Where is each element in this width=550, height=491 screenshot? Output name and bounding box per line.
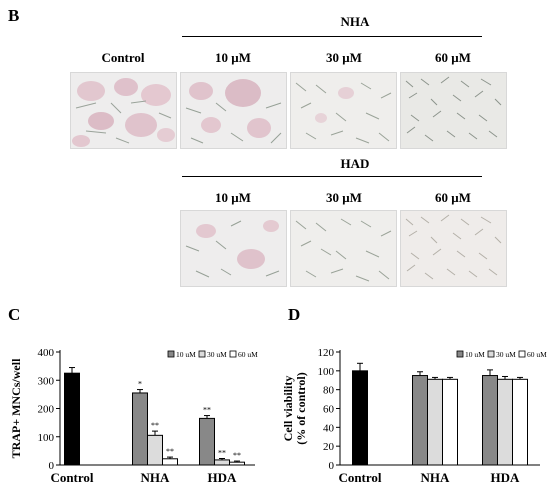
micrograph-had-30-image [291, 211, 396, 286]
micrograph-nha-30 [290, 72, 397, 149]
chart-d-ylabel-line-0: Cell viability [281, 376, 295, 442]
chart-d-legend-label-1: 30 uM [496, 350, 516, 359]
chart-d-category-label-control: Control [338, 470, 381, 485]
chart-c-legend-label-2: 60 uM [238, 350, 258, 359]
micrograph-control [70, 72, 177, 149]
chart-c-bar-nha-1 [147, 434, 163, 466]
chart-c-ytick-label-300: 300 [38, 375, 55, 387]
group-rule-nha [182, 36, 482, 37]
panel-letter-c: C [8, 305, 21, 324]
chart-d-legend-label-2: 60 uM [527, 350, 547, 359]
micrograph-had-10-image [181, 211, 286, 286]
micrograph-had-30 [290, 210, 397, 287]
chart-d-bar-hda-1 [497, 378, 513, 466]
chart-d-bar-control [352, 370, 368, 466]
condition-nha-10: 10 μM [215, 50, 251, 65]
chart-c-ytick-label-200: 200 [38, 404, 55, 416]
chart-d-ytick-label-60: 60 [323, 404, 335, 416]
chart-c-category-label-hda: HDA [208, 470, 238, 485]
control-label: Control [101, 50, 145, 65]
chart-c-bar-nha-0 [132, 392, 148, 466]
condition-had-10: 10 μM [215, 190, 251, 205]
chart-c-category-label-control: Control [50, 470, 93, 485]
micrograph-control-image [71, 73, 176, 148]
condition-nha-60: 60 μM [435, 50, 471, 65]
chart-c-legend-swatch-2 [229, 350, 237, 358]
chart-c-legend-swatch-0 [167, 350, 175, 358]
chart-c-legend-swatch-1 [198, 350, 206, 358]
chart-c-bar-hda-0 [199, 417, 215, 466]
micrograph-had-60 [400, 210, 507, 287]
chart-c-bar-nha-0-significance: * [138, 380, 142, 389]
chart-d-category-label-nha: NHA [421, 470, 451, 485]
micrograph-nha-10 [180, 72, 287, 149]
chart-d-bar-nha-2 [442, 378, 458, 466]
chart-d-ytick-label-100: 100 [318, 366, 335, 378]
micrograph-nha-60-image [401, 73, 506, 148]
chart-d-legend-swatch-1 [487, 350, 495, 358]
chart-c-category-label-nha: NHA [141, 470, 171, 485]
panel-letter-d: D [288, 305, 301, 324]
chart-d-ytick-label-0: 0 [329, 460, 335, 472]
condition-had-30: 30 μM [326, 190, 362, 205]
micrograph-nha-10-image [181, 73, 286, 148]
micrograph-had-10 [180, 210, 287, 287]
chart-d-bar-hda-0 [482, 375, 498, 466]
chart-c-ylabel-line-0: TRAP+ MNCs/well [9, 358, 23, 458]
chart-d-ytick-label-120: 120 [318, 347, 335, 359]
chart-d-ytick-label-80: 80 [323, 385, 335, 397]
chart-c-bar-nha-2-significance: ** [166, 447, 174, 456]
chart-d-legend-swatch-2 [518, 350, 526, 358]
chart-d-ytick-label-20: 20 [323, 441, 335, 453]
chart-c-bar-hda-0-significance: ** [203, 406, 211, 415]
chart-d-category-label-hda: HDA [491, 470, 521, 485]
chart-cell-viability: Cell viability (% of control) 0 20 40 60 80 100… [281, 347, 547, 485]
chart-c-bar-hda-1-significance: ** [218, 449, 226, 458]
micrograph-nha-30-image [291, 73, 396, 148]
chart-c-legend-label-0: 10 uM [176, 350, 196, 359]
chart-c-ytick-label-0: 0 [49, 460, 55, 472]
chart-c-bar-nha-1-significance: ** [151, 421, 159, 430]
chart-d-legend-label-0: 10 uM [465, 350, 485, 359]
group-rule-had [182, 176, 482, 177]
chart-c-legend-label-1: 30 uM [207, 350, 227, 359]
condition-had-60: 60 μM [435, 190, 471, 205]
chart-d-bar-nha-1 [427, 378, 443, 466]
group-title-had: HAD [340, 156, 370, 171]
chart-d-legend-swatch-0 [456, 350, 464, 358]
chart-d-ylabel-line-1: (% of control) [294, 372, 308, 444]
chart-d-bar-hda-2 [512, 378, 528, 466]
chart-d-ytick-label-40: 40 [323, 422, 335, 434]
chart-c-bar-hda-2-significance: ** [233, 451, 241, 460]
micrograph-nha-60 [400, 72, 507, 149]
micrograph-had-60-image [401, 211, 506, 286]
chart-c-bar-nha-2 [162, 458, 178, 466]
chart-c-bar-hda-2 [229, 461, 245, 466]
chart-d-bar-nha-0 [412, 375, 428, 466]
group-title-nha: NHA [340, 14, 370, 29]
condition-nha-30: 30 μM [326, 50, 362, 65]
chart-c-ytick-label-100: 100 [38, 432, 55, 444]
panel-letter-b: B [8, 6, 20, 25]
chart-c-bar-control [64, 372, 80, 466]
chart-c-ytick-label-400: 400 [38, 347, 55, 359]
chart-c-bar-hda-1 [214, 459, 230, 466]
